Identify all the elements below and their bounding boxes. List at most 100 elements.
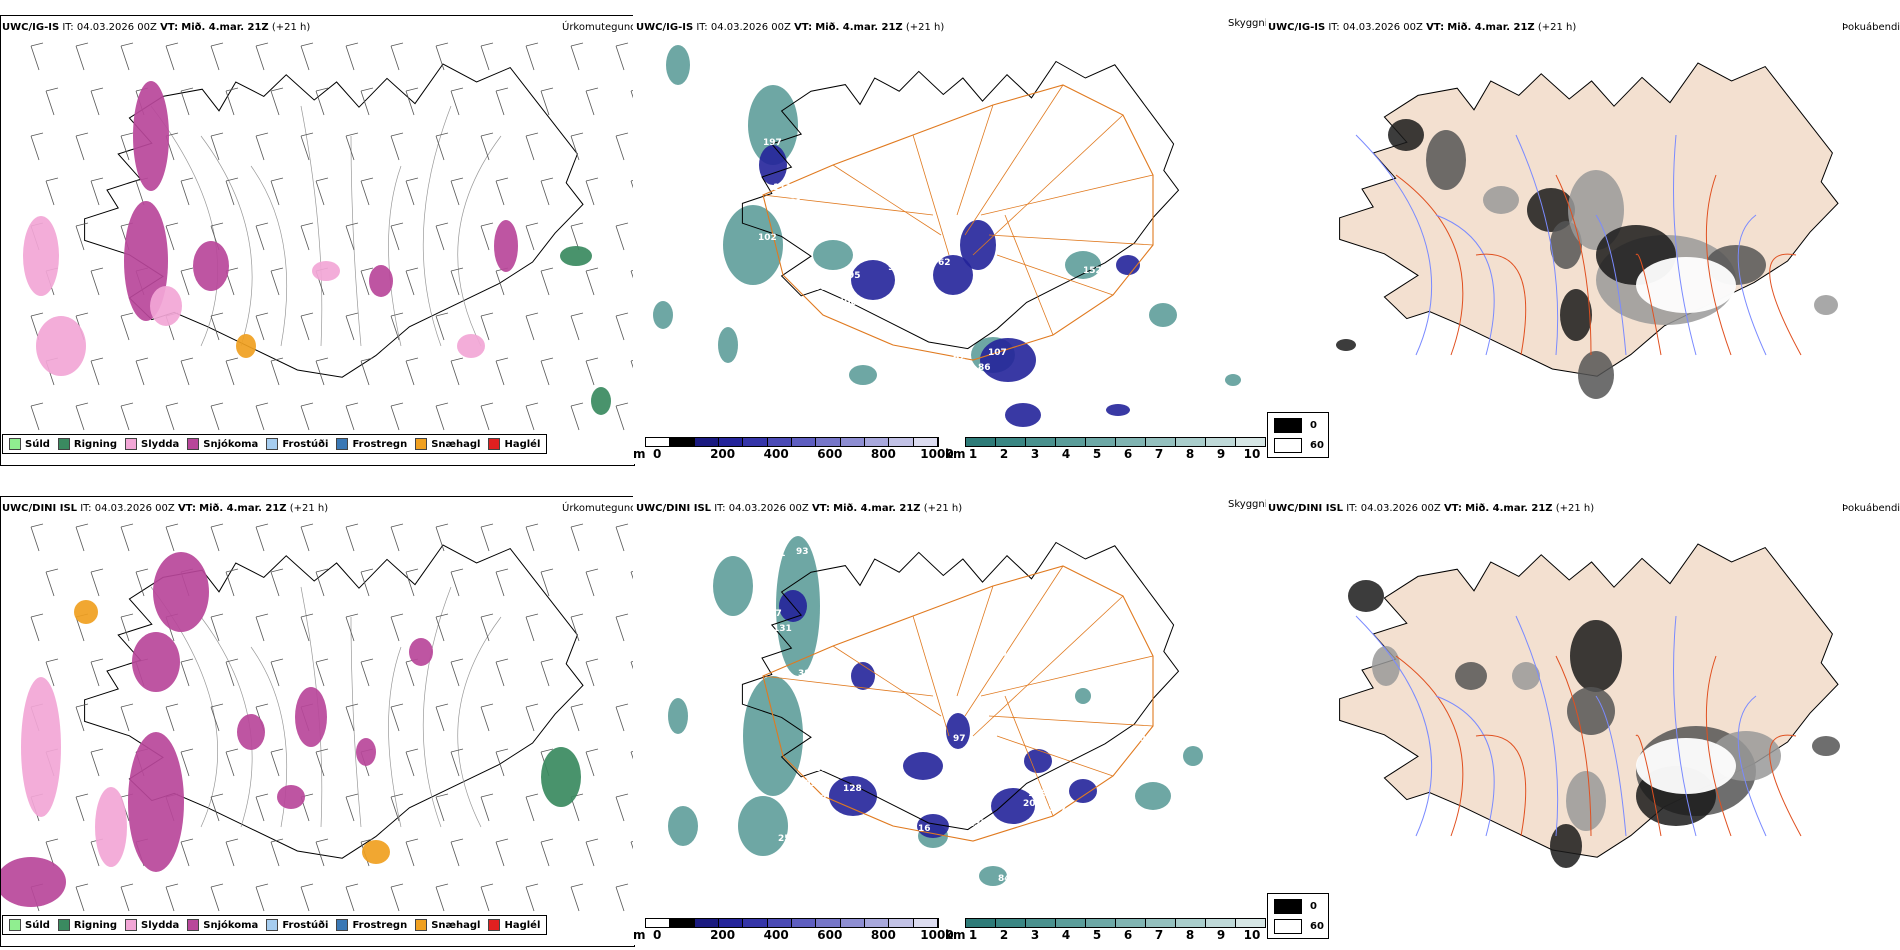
wind-barb-flag — [570, 523, 584, 528]
colorbar-tick: 3 — [1030, 447, 1040, 461]
road — [1769, 734, 1802, 837]
wind-barb-flag — [435, 42, 449, 47]
wind-barb — [525, 706, 535, 732]
wind-barb — [570, 616, 580, 642]
wind-barb-flag — [480, 132, 494, 137]
roads-overlay — [762, 84, 1154, 361]
legend-swatch — [9, 919, 21, 931]
colorbar-tick: 600 — [817, 447, 843, 461]
road — [956, 104, 994, 216]
colorbar-tick: 0 — [653, 447, 662, 461]
wind-barb-flag — [405, 748, 419, 753]
glacier-white — [1636, 257, 1736, 313]
wind-barb — [480, 796, 490, 822]
wind-barb-flag — [480, 523, 494, 528]
wind-barb-flag — [615, 703, 629, 708]
legend-label: Snæhagl — [431, 438, 481, 450]
legend-item: Súld — [9, 919, 50, 931]
wind-barb — [525, 315, 535, 341]
cloud-base-value: 97 — [953, 734, 966, 744]
wind-barb — [210, 315, 220, 341]
precip-area — [150, 286, 182, 326]
wind-barb — [225, 841, 235, 867]
low-visibility-area — [1149, 303, 1177, 327]
wind-barb-flag — [360, 87, 374, 92]
wind-barb — [75, 706, 85, 732]
fog-area — [1568, 170, 1624, 250]
wind-barb — [210, 796, 220, 822]
precip-type-title-top: Úrkomutegund — [562, 22, 637, 33]
wind-barb-flag — [255, 312, 269, 317]
wind-barb — [315, 360, 325, 386]
wind-barb — [210, 706, 220, 732]
wind-barb — [435, 526, 445, 552]
colorbar-segment — [1116, 438, 1146, 446]
wind-barb — [210, 886, 220, 912]
wind-barb — [315, 90, 325, 116]
wind-barb-flag — [405, 568, 419, 573]
legend-swatch — [336, 438, 349, 450]
glacier-white — [1636, 738, 1736, 794]
low-cloud-base-area — [980, 338, 1036, 382]
wind-barb-flag — [390, 523, 404, 528]
wind-barb-flag — [255, 523, 269, 528]
wind-barb — [30, 45, 40, 71]
colorbar-tick: 800 — [870, 447, 896, 461]
wind-barb — [300, 526, 310, 552]
wind-barb — [585, 841, 595, 867]
wind-barb-flag — [480, 793, 494, 798]
fog-area — [1812, 736, 1840, 756]
wind-barb — [570, 315, 580, 341]
wind-barb — [345, 135, 355, 161]
wind-barb — [30, 135, 40, 161]
legend-swatch — [488, 438, 501, 450]
road — [988, 715, 1154, 727]
cloud-base-colorbar-bottom: m 0 200 400 600 800 1000 — [633, 918, 954, 948]
colorbar-segment — [1206, 438, 1236, 446]
cloud-base-value: 72 — [873, 739, 886, 749]
wind-barb — [90, 571, 100, 597]
wind-barb-flag — [585, 177, 599, 182]
wind-barb-flag — [585, 267, 599, 272]
wind-barb-flag — [615, 312, 629, 317]
wind-barb — [630, 360, 634, 372]
low-visibility-area — [1183, 746, 1203, 766]
wind-barb-flag — [450, 267, 464, 272]
wind-barb-flag — [45, 177, 59, 182]
wind-barb-flag — [540, 87, 554, 92]
fog-area — [1560, 289, 1592, 341]
wind-barb — [630, 270, 634, 282]
precip-area — [457, 334, 485, 358]
interior-line — [300, 105, 323, 347]
legend-label: Súld — [25, 919, 50, 931]
wind-barb-flag — [525, 312, 539, 317]
wind-barb-flag — [300, 613, 314, 618]
low-visibility-area — [1075, 688, 1091, 704]
cloud-base-value: 120 — [1053, 779, 1072, 789]
wind-barb-flag — [210, 312, 224, 317]
wind-barb — [435, 45, 445, 71]
wind-barb-flag — [450, 357, 464, 362]
wind-barb — [165, 45, 175, 71]
wind-barb — [90, 360, 100, 386]
colorbar-segment — [840, 438, 865, 446]
wind-barb-flag — [450, 658, 464, 663]
road — [1395, 655, 1464, 837]
roads-overlay — [762, 565, 1154, 842]
wind-barb-flag — [525, 793, 539, 798]
wind-barb — [540, 90, 550, 116]
wind-barb-flag — [540, 658, 554, 663]
fog-area — [1527, 188, 1575, 232]
wind-barb — [630, 90, 634, 102]
fog-legend-item: 0 — [1274, 899, 1317, 914]
wind-barb-flag — [435, 703, 449, 708]
cloud-base-labels: 1971119811021984069599986262861076915299… — [743, 138, 1201, 403]
visibility-panel-bottom: 91 93 160 137 131 388 877 420 209 142 128 66 72 78 97 1… — [633, 496, 1266, 945]
low-visibility-area — [743, 676, 803, 796]
fog-area — [1426, 130, 1466, 190]
wind-barb-flag — [165, 703, 179, 708]
wind-barb — [495, 841, 505, 867]
wind-barb-flag — [90, 658, 104, 663]
colorbar-tick: 5 — [1092, 928, 1102, 942]
colorbar-segment — [718, 919, 744, 927]
